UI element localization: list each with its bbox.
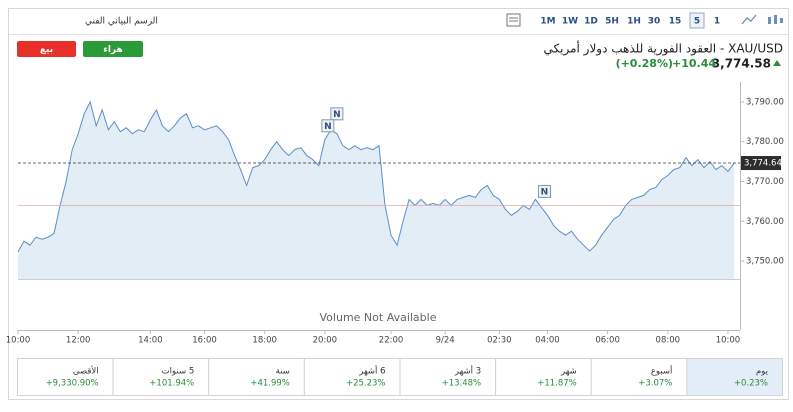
y-tick-label: 3,770.00 — [746, 177, 784, 187]
news-marker[interactable] — [330, 107, 344, 121]
performance-cell[interactable] — [590, 358, 688, 396]
x-tick-label: 10:00 — [716, 336, 741, 346]
performance-cell[interactable] — [208, 358, 305, 396]
performance-cell[interactable] — [17, 358, 114, 396]
news-marker-label: N — [333, 110, 341, 120]
performance-cell[interactable] — [399, 358, 497, 396]
performance-period: يوم — [756, 367, 769, 377]
y-tick-label: 3,760.00 — [746, 217, 784, 227]
price-line — [17, 100, 735, 253]
performance-change: +9,330.90% — [46, 379, 99, 389]
performance-period: 5 سنوات — [162, 367, 195, 377]
x-tick-label: 9/24 — [436, 336, 455, 346]
performance-period: سنة — [276, 367, 290, 377]
performance-change: +101.94% — [149, 379, 194, 389]
x-tick-label: 10:00 — [6, 336, 31, 346]
news-marker[interactable] — [321, 119, 335, 133]
x-tick-label: 20:00 — [313, 336, 338, 346]
performance-period: 6 أشهر — [358, 365, 385, 377]
table-icon[interactable] — [506, 13, 521, 27]
performance-period: شهر — [560, 367, 577, 377]
interval-button[interactable]: 5H — [605, 17, 619, 27]
y-tick-label: 3,790.00 — [746, 97, 784, 107]
performance-cell[interactable] — [112, 358, 210, 396]
news-marker-label: N — [324, 122, 332, 132]
interval-button[interactable]: 1 — [714, 17, 720, 27]
price: 3,774.58 — [712, 57, 771, 71]
performance-period: الأقصى — [73, 366, 99, 377]
interval-button[interactable]: 5 — [694, 17, 700, 27]
performance-change: +0.23% — [734, 379, 768, 389]
technical-chart-link[interactable]: الرسم البياني الفني — [85, 17, 158, 27]
area-fill — [18, 101, 734, 280]
change: +10.44 — [672, 57, 716, 70]
performance-change: +25.23% — [346, 379, 386, 389]
interval-button[interactable]: 1W — [562, 17, 578, 27]
x-tick-label: 02:30 — [487, 336, 512, 346]
performance-change: +41.99% — [250, 379, 290, 389]
performance-cell[interactable] — [303, 358, 401, 396]
buy-button[interactable] — [83, 41, 143, 57]
candle-icon[interactable] — [768, 15, 783, 24]
price-label-box — [741, 156, 781, 171]
performance-cell[interactable] — [495, 358, 592, 396]
x-tick-label: 14:00 — [138, 336, 163, 346]
interval-button[interactable]: 30 — [648, 17, 661, 27]
news-marker-label: N — [541, 187, 549, 197]
performance-period: أسبوع — [651, 365, 673, 377]
interval-button[interactable]: 1H — [627, 17, 641, 27]
x-tick-label: 08:00 — [656, 336, 681, 346]
x-tick-label: 18:00 — [252, 336, 277, 346]
y-tick-label: 3,780.00 — [746, 137, 784, 147]
x-tick-label: 04:00 — [535, 336, 560, 346]
up-arrow — [773, 60, 781, 66]
y-tick-label: 3,750.00 — [746, 257, 784, 267]
performance-period: 3 أشهر — [454, 365, 481, 377]
line-chart-icon[interactable] — [741, 14, 757, 25]
change-pct: (+0.28%) — [616, 57, 673, 70]
performance-change: +13.48% — [442, 379, 482, 389]
news-marker[interactable] — [537, 184, 551, 198]
price-label: 3,774.64 — [744, 159, 782, 169]
interval-button[interactable]: 1D — [584, 17, 598, 27]
performance-change: +3.07% — [638, 379, 672, 389]
x-tick-label: 06:00 — [595, 336, 620, 346]
instrument-title: XAU/USD - العقود الفورية للذهب دولار أمر… — [543, 41, 783, 57]
performance-change: +11.87% — [537, 379, 577, 389]
volume-note: Volume Not Available — [320, 311, 437, 324]
active-interval-box — [689, 12, 705, 29]
sell-button[interactable] — [17, 41, 76, 57]
x-tick-label: 22:00 — [379, 336, 404, 346]
performance-cell[interactable] — [686, 358, 783, 396]
sell-label: بيع — [40, 45, 53, 55]
interval-button[interactable]: 15 — [669, 17, 682, 27]
x-tick-label: 16:00 — [192, 336, 217, 346]
buy-label: هراء — [103, 45, 123, 55]
interval-button[interactable]: 1M — [540, 17, 555, 27]
x-tick-label: 12:00 — [66, 336, 91, 346]
